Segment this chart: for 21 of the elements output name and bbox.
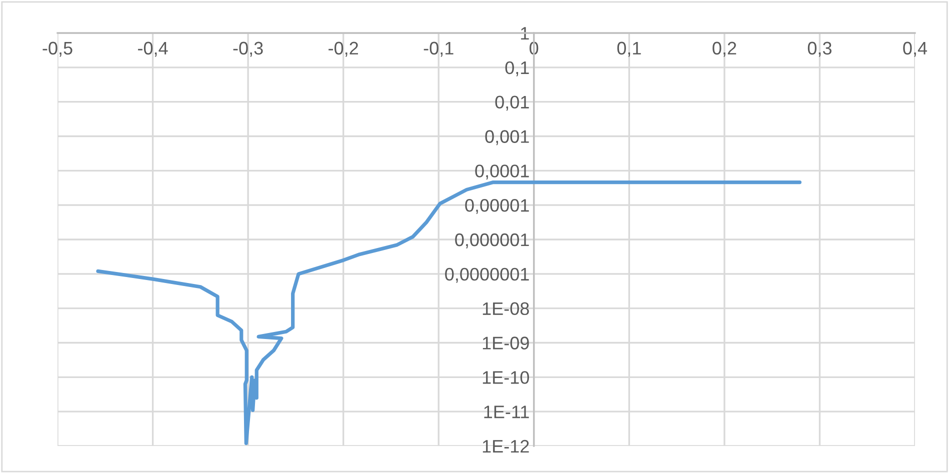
y-tick-label: 0,0000001 bbox=[445, 268, 529, 283]
y-tick-label: 1E-09 bbox=[482, 336, 529, 350]
y-tick-label: 1E-08 bbox=[482, 302, 529, 316]
x-tick-label: 0,3 bbox=[808, 42, 832, 57]
y-tick-label: 0,1 bbox=[505, 61, 529, 76]
y-tick-label: 0,001 bbox=[485, 130, 529, 146]
y-tick-label: 1E-12 bbox=[482, 440, 529, 453]
y-tick-label: 0,01 bbox=[495, 96, 529, 111]
y-tick-label: 1E-11 bbox=[484, 406, 529, 418]
x-tick-label: 0,1 bbox=[617, 42, 641, 57]
x-tick-label: -0,1 bbox=[424, 42, 454, 57]
x-tick-label: -0,5 bbox=[42, 42, 72, 57]
x-tick-label: -0,2 bbox=[328, 42, 358, 57]
x-tick-label: -0,4 bbox=[138, 42, 168, 57]
y-tick-label: 0,0001 bbox=[475, 164, 529, 180]
x-tick-label: 0,4 bbox=[903, 42, 928, 57]
y-tick-label: 1E-10 bbox=[482, 371, 530, 384]
x-tick-label: 0,2 bbox=[712, 42, 736, 57]
y-tick-label: 0,00001 bbox=[465, 199, 529, 214]
y-tick-label: 0,000001 bbox=[455, 233, 529, 248]
x-tick-label: -0,3 bbox=[233, 42, 263, 57]
